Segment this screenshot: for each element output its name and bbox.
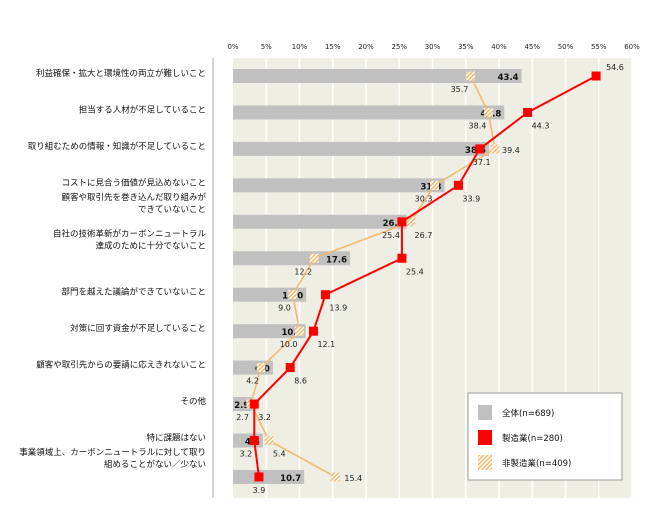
bar-all	[233, 469, 305, 484]
non-manufacturing-value-label: 4.2	[246, 377, 259, 386]
marker-manufacturing	[285, 363, 295, 373]
non-manufacturing-value-label: 10.0	[280, 340, 298, 349]
category-label: 部門を越えた議論ができていないこと	[61, 287, 206, 298]
x-tick-label: 25%	[391, 43, 407, 51]
non-manufacturing-value-label: 35.7	[451, 85, 469, 94]
legend-all-label: 全体(n=689)	[502, 408, 554, 419]
marker-non-manufacturing	[295, 326, 304, 336]
manufacturing-value-label: 37.1	[473, 158, 491, 167]
manufacturing-value-label: 3.2	[258, 413, 271, 422]
bar-all	[233, 69, 522, 83]
non-manufacturing-value-label: 5.4	[273, 450, 286, 459]
legend-non-manufacturing-swatch	[478, 455, 492, 470]
legend-all-swatch	[478, 405, 492, 420]
manufacturing-value-label: 3.2	[240, 450, 253, 459]
category-label: 特に課題はない	[146, 433, 206, 444]
line-manufacturing	[253, 75, 597, 478]
manufacturing-value-label: 3.9	[253, 486, 266, 495]
non-manufacturing-value-label: 2.7	[236, 413, 249, 422]
marker-non-manufacturing	[406, 217, 416, 227]
bar-all	[233, 251, 351, 266]
non-manufacturing-value-label: 30.3	[415, 194, 433, 203]
marker-non-manufacturing	[309, 253, 319, 263]
category-label: 担当する人材が不足していること	[79, 104, 206, 115]
x-tick-label: 50%	[558, 43, 574, 51]
bar-value-label: 2.9	[234, 401, 249, 411]
legend-manufacturing-swatch	[478, 430, 492, 445]
legend: 全体(n=689) 製造業(n=280) 非製造業(n=409)	[467, 392, 623, 481]
manufacturing-value-label: 25.4	[406, 267, 424, 276]
manufacturing-value-label: 33.9	[462, 194, 480, 203]
marker-non-manufacturing	[288, 290, 298, 300]
category-label: 達成のために十分でないこと	[95, 240, 206, 251]
category-label: 事業領域上、カーボンニュートラルに対して取り	[19, 447, 206, 458]
marker-manufacturing	[397, 217, 407, 227]
bar-all	[233, 178, 445, 193]
marker-manufacturing	[249, 399, 259, 409]
manufacturing-value-label: 8.6	[294, 377, 307, 386]
x-tick-label: 15%	[325, 43, 341, 51]
category-label: その他	[180, 396, 206, 407]
marker-non-manufacturing	[465, 71, 475, 81]
bar-value-label: 43.4	[498, 73, 519, 83]
category-label: 取り組むための情報・知識が不足していること	[28, 141, 206, 152]
x-tick-label: 10%	[292, 43, 308, 51]
marker-non-manufacturing	[490, 144, 500, 154]
marker-manufacturing	[320, 290, 330, 300]
category-label: できていないこと	[138, 205, 206, 215]
non-manufacturing-value-label: 9.0	[278, 304, 291, 313]
non-manufacturing-value-label: 15.4	[344, 474, 362, 483]
marker-manufacturing	[308, 326, 318, 336]
x-tick-label: 30%	[425, 43, 441, 51]
marker-non-manufacturing	[264, 436, 274, 445]
x-tick-label: 60%	[624, 43, 640, 51]
manufacturing-value-label: 25.4	[382, 231, 400, 240]
legend-non-manufacturing-label: 非製造業(n=409)	[502, 458, 571, 469]
marker-non-manufacturing	[483, 107, 493, 117]
x-tick-label: 55%	[591, 43, 607, 51]
non-manufacturing-value-label: 12.2	[294, 267, 312, 276]
marker-manufacturing	[397, 253, 407, 263]
non-manufacturing-value-label: 39.4	[502, 146, 520, 155]
marker-manufacturing	[475, 144, 485, 154]
bar-all	[233, 324, 306, 339]
marker-manufacturing	[254, 472, 264, 482]
manufacturing-value-label: 54.6	[606, 63, 624, 72]
x-tick-label: 35%	[458, 43, 474, 51]
x-tick-label: 40%	[491, 43, 507, 51]
category-label: 利益確保・拡大と環境性の両立が難しいこと	[36, 68, 206, 79]
category-label: 顧客や取引先からの要請に応えきれないこと	[36, 360, 206, 371]
bar-all	[233, 105, 505, 120]
bar-all	[233, 214, 407, 229]
manufacturing-value-label: 13.9	[329, 304, 347, 313]
x-tick-label: 5%	[261, 43, 272, 51]
category-label: 自社の技術革新がカーボンニュートラル	[53, 228, 207, 239]
marker-non-manufacturing	[429, 180, 439, 190]
x-tick-label: 0%	[227, 43, 238, 51]
non-manufacturing-value-label: 26.7	[415, 231, 433, 240]
bar-all	[233, 287, 307, 302]
bar-value-label: 26.1	[383, 219, 404, 229]
bar-value-label: 17.6	[326, 255, 347, 265]
manufacturing-value-label: 44.3	[532, 121, 550, 130]
bar-value-label: 10.9	[282, 328, 303, 338]
marker-manufacturing	[523, 107, 533, 117]
bar-value-label: 10.7	[280, 474, 301, 484]
marker-non-manufacturing	[330, 472, 340, 482]
non-manufacturing-value-label: 38.4	[469, 121, 487, 130]
marker-manufacturing	[453, 180, 463, 190]
category-label: 対策に回す資金が不足していること	[70, 323, 206, 334]
marker-manufacturing	[591, 71, 601, 81]
manufacturing-value-label: 12.1	[317, 340, 335, 349]
bar-all	[233, 141, 490, 156]
category-label: 顧客や取引先を巻き込んだ取り組みが	[61, 192, 206, 203]
x-tick-label: 20%	[358, 43, 374, 51]
category-label: 組めることがない／少ない	[104, 459, 206, 470]
marker-non-manufacturing	[256, 363, 266, 373]
category-label: コストに見合う価値が見込めないこと	[61, 177, 206, 188]
legend-manufacturing-label: 製造業(n=280)	[502, 433, 563, 444]
marker-manufacturing	[249, 436, 259, 445]
x-tick-label: 45%	[524, 43, 540, 51]
